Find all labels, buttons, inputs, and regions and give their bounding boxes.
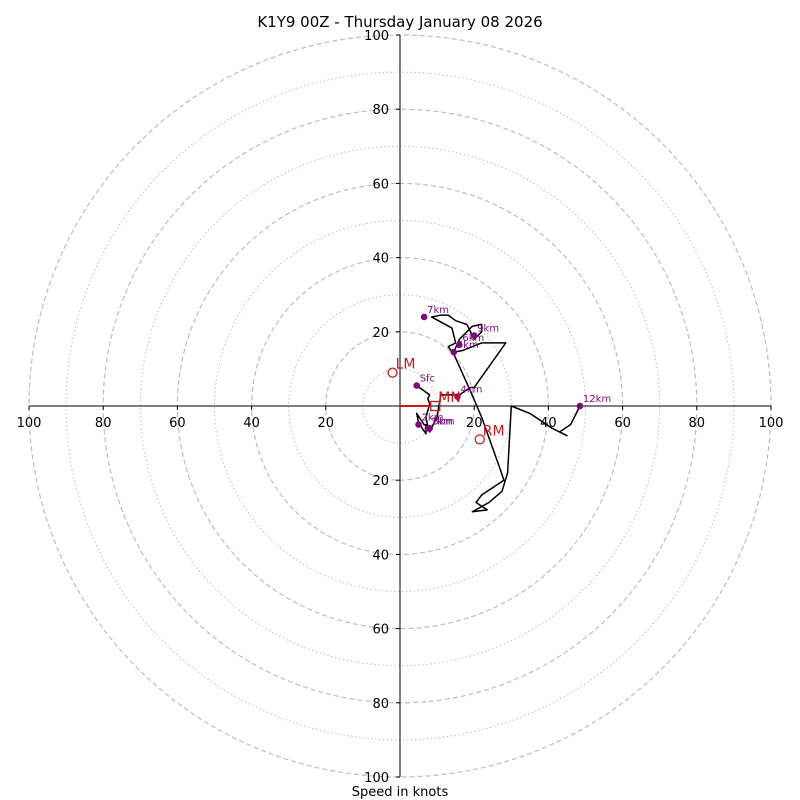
level-label-sfc: Sfc	[420, 374, 435, 385]
storm-label-rm: RM	[483, 423, 505, 439]
x-tick-label: 40	[243, 416, 260, 431]
level-marker-sfc	[413, 382, 420, 389]
y-tick-label: 60	[372, 623, 389, 638]
level-marker-4km	[454, 393, 461, 401]
y-tick-label: 40	[372, 548, 389, 563]
level-label-1km: 1km	[431, 416, 453, 427]
y-tick-label: 80	[372, 697, 389, 712]
x-tick-label: 80	[689, 416, 706, 431]
hodograph-trace-group	[415, 314, 581, 513]
y-tick-label: 60	[372, 177, 389, 192]
storm-marker-rm	[474, 434, 485, 445]
x-tick-label: 20	[466, 416, 483, 431]
storm-marker-mn	[430, 400, 441, 412]
y-tick-label: 100	[364, 771, 389, 786]
chart-title: K1Y9 00Z - Thursday January 08 2026	[257, 13, 542, 31]
x-tick-label: 60	[614, 416, 631, 431]
storm-motions: LM RM MN	[387, 357, 505, 445]
y-tick-label: 40	[372, 252, 389, 267]
x-tick-label: 60	[169, 416, 186, 431]
tick-labels: 100 80 60 40 20 20 40 60 80 100 100 80 60 40 20 20 40 60 8…	[17, 29, 784, 786]
storm-marker-lm	[387, 367, 398, 378]
level-marker-5km	[450, 348, 458, 356]
y-tick-label: 20	[372, 326, 389, 341]
level-label-3km: 3km	[433, 416, 455, 427]
level-marker-2km	[415, 421, 422, 428]
level-label-12km: 12km	[583, 394, 611, 405]
x-tick-label: 100	[17, 416, 42, 431]
y-tick-label: 100	[364, 29, 389, 44]
level-label-7km: 7km	[427, 305, 449, 316]
level-label-2km: 2km	[422, 413, 444, 424]
hodograph-trace	[415, 314, 581, 513]
x-tick-label: 80	[95, 416, 112, 431]
level-marker-7km	[420, 313, 428, 321]
storm-label-lm: LM	[396, 357, 416, 373]
x-axis-label: Speed in knots	[352, 785, 449, 800]
level-label-4km: 4km	[461, 385, 483, 396]
level-marker-6km	[456, 341, 463, 349]
x-tick-label: 100	[759, 416, 784, 431]
level-label-5km: 5km	[457, 340, 479, 351]
level-label-9km: 9km	[477, 324, 499, 335]
level-marker-3km	[426, 424, 433, 432]
y-tick-label: 80	[372, 103, 389, 118]
x-tick-label: 40	[540, 416, 557, 431]
x-tick-label: 20	[318, 416, 335, 431]
storm-label-mn: MN	[438, 390, 461, 406]
level-marker-9km	[470, 332, 478, 339]
y-tick-label: 20	[372, 474, 389, 489]
level-marker-12km	[576, 402, 584, 410]
height-levels: Sfc1km2km3km4km5km6km7km9km12km	[413, 305, 611, 432]
